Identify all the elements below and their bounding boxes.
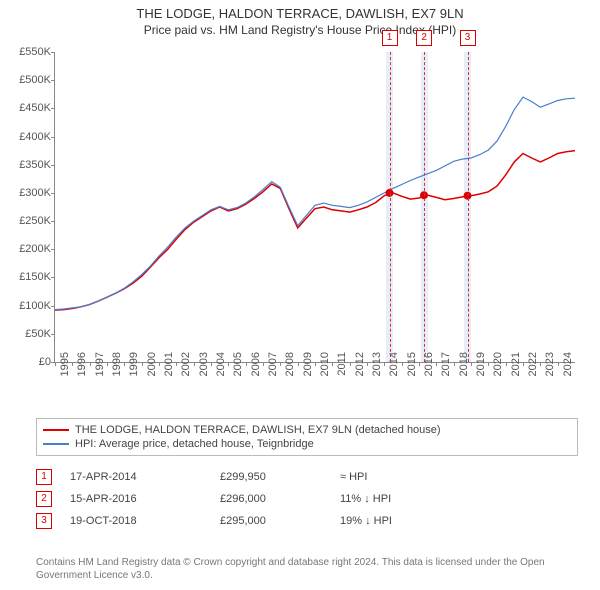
x-tick-label: 2011	[336, 352, 348, 388]
sale-price: £295,000	[220, 515, 340, 527]
sale-vline	[468, 52, 469, 362]
sale-price: £296,000	[220, 493, 340, 505]
plot-area: £0£50K£100K£150K£200K£250K£300K£350K£400…	[54, 52, 575, 363]
chart-title: THE LODGE, HALDON TERRACE, DAWLISH, EX7 …	[0, 0, 600, 21]
sale-price: £299,950	[220, 471, 340, 483]
sale-vs-hpi: ≈ HPI	[340, 471, 460, 483]
sale-date: 15-APR-2016	[70, 493, 220, 505]
credit-text: Contains HM Land Registry data © Crown c…	[36, 556, 564, 582]
legend-row: THE LODGE, HALDON TERRACE, DAWLISH, EX7 …	[43, 423, 571, 437]
legend-label: THE LODGE, HALDON TERRACE, DAWLISH, EX7 …	[75, 424, 441, 436]
x-tick-label: 2001	[163, 352, 175, 388]
x-tick-label: 1999	[128, 352, 140, 388]
y-tick-label: £450K	[7, 102, 51, 114]
x-tick-label: 2002	[180, 352, 192, 388]
y-tick-label: £0	[7, 356, 51, 368]
y-tick-label: £400K	[7, 131, 51, 143]
sales-table: 1 17-APR-2014£299,950≈ HPI 2 15-APR-2016£29…	[36, 466, 564, 532]
y-tick-label: £250K	[7, 215, 51, 227]
y-tick-label: £50K	[7, 328, 51, 340]
sale-vline	[390, 52, 391, 362]
sale-number-box: 1	[36, 469, 52, 485]
x-tick-label: 2013	[371, 352, 383, 388]
table-row: 3 19-OCT-2018£295,00019% ↓ HPI	[36, 510, 564, 532]
sale-vs-hpi: 11% ↓ HPI	[340, 493, 460, 505]
sale-vs-hpi: 19% ↓ HPI	[340, 515, 460, 527]
x-tick-label: 2004	[215, 352, 227, 388]
x-tick-label: 2006	[250, 352, 262, 388]
x-tick-label: 2008	[284, 352, 296, 388]
x-tick-label: 2000	[146, 352, 158, 388]
x-tick-label: 2019	[475, 352, 487, 388]
chart-subtitle: Price paid vs. HM Land Registry's House …	[0, 21, 600, 37]
x-tick-label: 1996	[76, 352, 88, 388]
table-row: 2 15-APR-2016£296,00011% ↓ HPI	[36, 488, 564, 510]
y-tick-label: £550K	[7, 46, 51, 58]
sale-marker-box: 3	[460, 30, 476, 46]
sale-date: 19-OCT-2018	[70, 515, 220, 527]
x-tick-label: 2022	[527, 352, 539, 388]
x-tick-label: 1995	[59, 352, 71, 388]
x-tick-label: 1997	[94, 352, 106, 388]
sale-date: 17-APR-2014	[70, 471, 220, 483]
x-tick-label: 2020	[492, 352, 504, 388]
x-tick-label: 2024	[562, 352, 574, 388]
legend-label: HPI: Average price, detached house, Teig…	[75, 438, 314, 450]
x-tick-label: 1998	[111, 352, 123, 388]
series-line	[55, 97, 575, 310]
x-tick-label: 2017	[440, 352, 452, 388]
x-tick-label: 2012	[354, 352, 366, 388]
table-row: 1 17-APR-2014£299,950≈ HPI	[36, 466, 564, 488]
x-tick-label: 2005	[232, 352, 244, 388]
y-tick-label: £500K	[7, 74, 51, 86]
chart-svg	[55, 52, 575, 362]
x-tick-label: 2010	[319, 352, 331, 388]
chart-area: £0£50K£100K£150K£200K£250K£300K£350K£400…	[54, 52, 574, 402]
sale-vline	[424, 52, 425, 362]
series-line	[55, 151, 575, 311]
sale-number-box: 2	[36, 491, 52, 507]
legend-swatch	[43, 443, 69, 445]
x-tick-label: 2015	[406, 352, 418, 388]
chart-page: THE LODGE, HALDON TERRACE, DAWLISH, EX7 …	[0, 0, 600, 590]
x-tick-label: 2009	[302, 352, 314, 388]
legend: THE LODGE, HALDON TERRACE, DAWLISH, EX7 …	[36, 418, 578, 456]
y-tick-label: £100K	[7, 300, 51, 312]
y-tick-label: £350K	[7, 159, 51, 171]
sale-marker-box: 2	[416, 30, 432, 46]
x-tick-label: 2007	[267, 352, 279, 388]
x-tick-label: 2003	[198, 352, 210, 388]
x-tick-label: 2021	[510, 352, 522, 388]
y-tick-label: £150K	[7, 271, 51, 283]
y-tick-label: £200K	[7, 243, 51, 255]
sale-marker-box: 1	[382, 30, 398, 46]
y-tick-label: £300K	[7, 187, 51, 199]
sale-number-box: 3	[36, 513, 52, 529]
legend-row: HPI: Average price, detached house, Teig…	[43, 437, 571, 451]
x-tick-label: 2023	[544, 352, 556, 388]
legend-swatch	[43, 429, 69, 431]
